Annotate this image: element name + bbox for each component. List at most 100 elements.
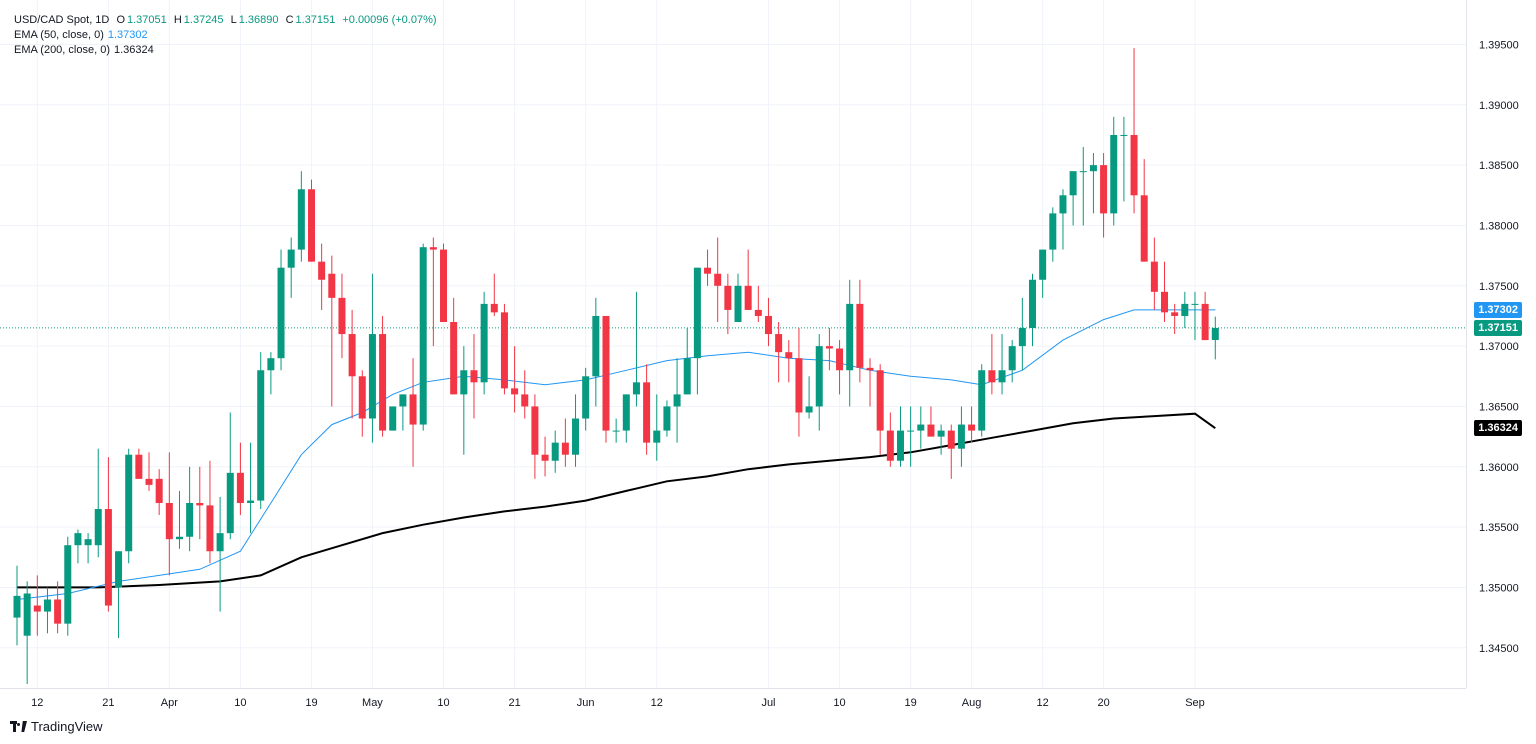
legend-ema200-value: 1.36324 xyxy=(114,44,154,56)
candle xyxy=(368,273,376,443)
candle-body xyxy=(1008,346,1016,371)
candle-body xyxy=(937,430,945,437)
x-tick-label: 12 xyxy=(651,697,663,709)
candle xyxy=(328,255,336,407)
candle-body xyxy=(84,539,92,546)
y-axis[interactable]: 1.34500 1.35000 1.35500 1.36000 1.36500 1.370… xyxy=(1479,39,1519,654)
candle xyxy=(521,370,529,419)
candle xyxy=(968,406,976,443)
candle-body xyxy=(450,321,458,395)
candle xyxy=(612,418,620,443)
legend-ema200-row[interactable]: EMA (200, close, 0) 1.36324 xyxy=(14,43,437,58)
x-tick-label: 12 xyxy=(31,697,43,709)
candle xyxy=(856,279,864,383)
candle-body xyxy=(744,285,752,310)
candle xyxy=(927,406,935,437)
candle xyxy=(704,249,712,286)
candle xyxy=(490,273,498,316)
x-axis[interactable]: 12 21 Apr 10 19 May 10 21 Jun 12 Jul 10 19 Aug 12 20 Sep xyxy=(31,697,1205,709)
candle-body xyxy=(704,267,712,274)
candle xyxy=(663,400,671,437)
candle-body xyxy=(907,430,915,432)
x-tick-label: 21 xyxy=(102,697,114,709)
candle xyxy=(13,565,21,646)
candle-body xyxy=(1039,249,1047,280)
candle-body xyxy=(775,334,783,353)
candle-body xyxy=(125,454,133,552)
candle xyxy=(94,448,102,558)
candle-body xyxy=(226,472,234,534)
candle-body xyxy=(409,394,417,425)
candle-body xyxy=(886,430,894,461)
y-tick-label: 1.39500 xyxy=(1479,39,1519,51)
candle xyxy=(307,179,315,262)
y-tick-label: 1.35000 xyxy=(1479,582,1519,594)
candle-body xyxy=(318,261,326,280)
candle-body xyxy=(287,249,295,268)
candle-body xyxy=(815,346,823,407)
candle-body xyxy=(165,502,173,540)
x-tick-label: 19 xyxy=(905,697,917,709)
candle-body xyxy=(145,478,153,485)
candle-body xyxy=(917,424,925,431)
tradingview-brand[interactable]: TradingView xyxy=(10,719,103,734)
candle xyxy=(795,328,803,437)
candle-body xyxy=(1161,291,1169,313)
candle xyxy=(206,460,214,564)
candle-body xyxy=(94,509,102,546)
candle-body xyxy=(785,352,793,359)
y-tick-label: 1.36000 xyxy=(1479,462,1519,474)
legend-ema50-row[interactable]: EMA (50, close, 0) 1.37302 xyxy=(14,28,437,43)
candle xyxy=(1181,291,1189,329)
candle-body xyxy=(155,478,163,503)
candle-body xyxy=(876,370,884,431)
x-tick-label: 20 xyxy=(1097,697,1109,709)
candle-body xyxy=(216,533,224,552)
candle-body xyxy=(64,545,72,624)
candle-body xyxy=(490,303,498,313)
candle xyxy=(1211,316,1219,360)
candle xyxy=(1150,237,1158,310)
candle-body xyxy=(521,394,529,407)
legend-high-label: H xyxy=(173,14,182,26)
candle-body xyxy=(135,454,143,479)
candle xyxy=(825,328,833,371)
candle xyxy=(907,406,915,467)
candle xyxy=(236,442,244,516)
candle xyxy=(754,285,762,322)
y-tick-label: 1.38500 xyxy=(1479,160,1519,172)
candle xyxy=(886,412,894,467)
candle xyxy=(1069,171,1077,226)
candle-body xyxy=(896,430,904,461)
candle-body xyxy=(632,382,640,395)
candle xyxy=(43,587,51,634)
candle xyxy=(226,412,234,540)
candle xyxy=(937,424,945,455)
candle-body xyxy=(247,500,255,503)
candles xyxy=(13,48,1219,684)
candle-body xyxy=(643,382,651,443)
candle xyxy=(429,237,437,347)
candle xyxy=(277,249,285,371)
candle-body xyxy=(338,297,346,335)
candle xyxy=(500,303,508,395)
candle-body xyxy=(115,551,123,588)
candle-body xyxy=(764,315,772,335)
ema200-line xyxy=(17,412,1216,589)
candle xyxy=(978,364,986,437)
candle xyxy=(125,448,133,564)
candle-body xyxy=(754,309,762,316)
candle-body xyxy=(1029,279,1036,329)
candle-body xyxy=(307,189,315,262)
candle-body xyxy=(947,430,955,449)
candle xyxy=(1059,189,1067,250)
candle xyxy=(734,273,742,322)
candle xyxy=(1100,153,1108,238)
legend-change: +0.00096 (+0.07%) xyxy=(342,14,437,26)
candle-body xyxy=(673,394,681,407)
candle xyxy=(267,352,275,395)
candle-body xyxy=(795,358,803,413)
x-tick-label: May xyxy=(362,697,383,709)
x-tick-label: Jun xyxy=(577,697,595,709)
